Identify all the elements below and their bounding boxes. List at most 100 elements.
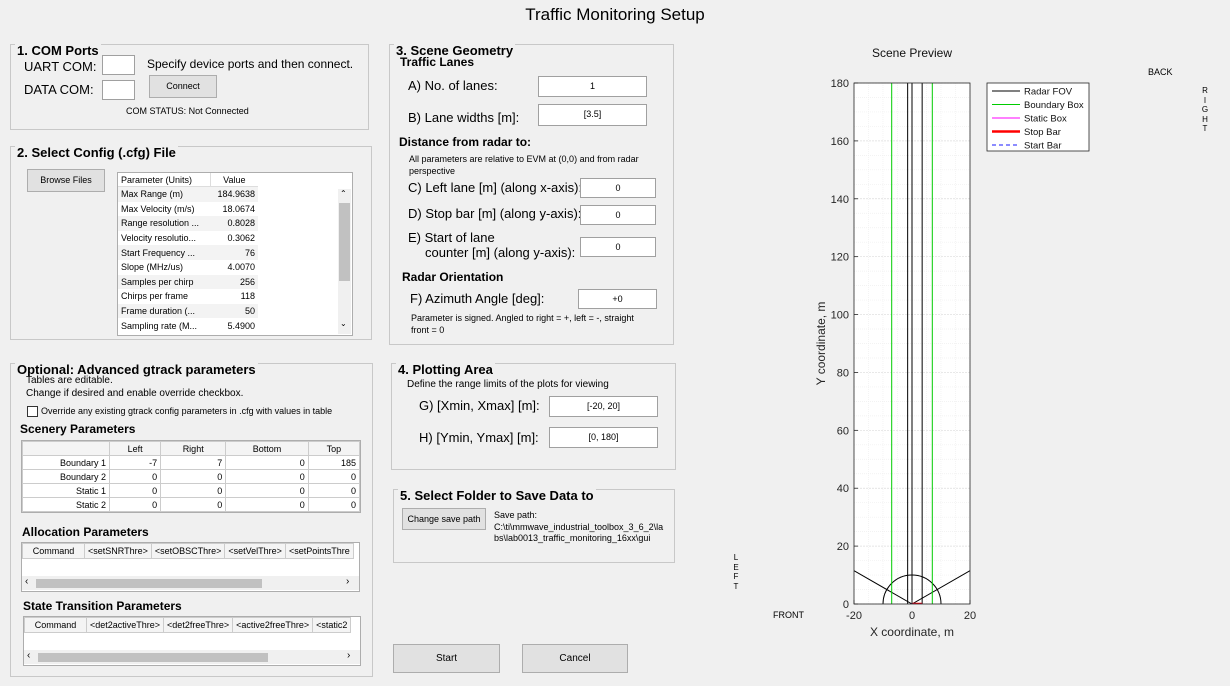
scenery-table[interactable]: Left Right Bottom Top Boundary 1 -7 7 0 185 … [21,440,361,513]
config-param-value[interactable]: 0.8028 [227,218,255,229]
series-arc-radar-fov [882,574,942,604]
table-row[interactable]: Samples per chirp 256 [118,274,258,290]
x-tick-label: -20 [846,610,862,622]
config-param-value[interactable]: 50 [244,306,255,317]
legend-label: Radar FOV [1024,87,1073,98]
y-tick-label: 140 [831,194,849,206]
y-tick-label: 160 [831,136,849,148]
row-label: Static 1 [22,483,110,498]
y-range-input[interactable]: [0, 180] [549,427,658,448]
config-param-value[interactable]: 76 [244,247,255,258]
allocation-scroll-thumb[interactable] [36,579,262,588]
config-table-scrollbar[interactable]: ⌃ ⌄ [338,189,351,334]
front-label: FRONT [773,610,804,620]
uart-com-input[interactable] [102,55,135,75]
config-table[interactable]: Parameter (Units) Value Max Range (m) 184.… [117,172,353,336]
cell[interactable]: 0 [108,497,162,512]
chevron-down-icon[interactable]: ⌄ [340,319,347,328]
config-scroll-thumb[interactable] [339,203,350,281]
com-ports-panel: 1. COM Ports UART COM: DATA COM: Specify… [10,43,369,130]
cell[interactable]: 0 [225,455,309,470]
cell[interactable]: 185 [307,455,361,470]
cell[interactable]: 0 [307,483,361,498]
cell[interactable]: 0 [160,469,227,484]
table-row[interactable]: Boundary 1 -7 7 0 185 [22,455,361,470]
cell[interactable]: 0 [160,497,227,512]
chevron-right-icon[interactable]: › [346,576,350,587]
chevron-left-icon[interactable]: ‹ [25,576,29,587]
lanes-label: A) No. of lanes: [408,78,498,93]
lanes-input[interactable]: 1 [538,76,647,97]
config-title: 2. Select Config (.cfg) File [15,145,178,160]
browse-files-button[interactable]: Browse Files [27,169,105,192]
config-param-value[interactable]: 184.9638 [217,189,255,200]
orientation-title: Radar Orientation [402,270,504,284]
scenery-header-left: Left [108,441,162,456]
override-checkbox[interactable] [27,406,38,417]
cell[interactable]: 0 [307,469,361,484]
config-param-value[interactable]: 0.3062 [227,233,255,244]
table-row[interactable]: Max Velocity (m/s) 18.0674 [118,202,258,217]
com-ports-title: 1. COM Ports [15,43,101,58]
table-row[interactable]: Velocity resolutio... 0.3062 [118,231,258,246]
config-param-value[interactable]: 4.0070 [227,262,255,273]
cell[interactable]: -7 [108,455,162,470]
cell[interactable]: 0 [108,469,162,484]
state-scroll-thumb[interactable] [38,653,268,662]
azimuth-input[interactable]: +0 [578,289,657,309]
cell[interactable]: 7 [160,455,227,470]
change-save-path-button[interactable]: Change save path [402,508,486,530]
table-row[interactable]: Sampling rate (M... 5.4900 [118,318,258,333]
com-ports-hint: Specify device ports and then connect. [147,57,354,71]
y-tick-label: 60 [837,425,849,437]
y-tick-label: 100 [831,310,849,322]
config-param-value[interactable]: 18.0674 [222,203,255,214]
row-label: Static 2 [22,497,110,512]
stop-bar-input[interactable]: 0 [580,205,656,225]
cell[interactable]: 0 [225,469,309,484]
legend-label: Static Box [1024,114,1067,125]
allocation-hscroll[interactable]: ‹ › [22,576,359,590]
state-table[interactable]: Command <det2activeThre> <det2freeThre> … [23,616,361,666]
table-row[interactable]: Max Range (m) 184.9638 [118,186,258,202]
x-range-input[interactable]: [-20, 20] [549,396,658,417]
table-row[interactable]: Frame duration (... 50 [118,303,258,319]
cell[interactable]: 0 [108,483,162,498]
start-button[interactable]: Start [393,644,500,673]
table-row[interactable]: Chirps per frame 118 [118,289,258,304]
state-hscroll[interactable]: ‹ › [24,650,360,664]
x-tick-label: 20 [964,610,976,622]
cell[interactable]: 0 [160,483,227,498]
allocation-table[interactable]: Command <setSNRThre> <setOBSCThre> <setV… [21,542,360,592]
override-label: Override any existing gtrack config para… [41,406,333,416]
cell[interactable]: 0 [225,483,309,498]
alloc-header-4: <setPointsThre [284,543,354,559]
chevron-up-icon[interactable]: ⌃ [340,189,347,198]
legend-label: Start Bar [1024,141,1062,152]
config-param-name: Velocity resolutio... [121,233,197,244]
config-param-value[interactable]: 118 [240,291,255,302]
config-param-value[interactable]: 256 [239,276,255,287]
table-row[interactable]: Start Frequency ... 76 [118,245,258,260]
lane-widths-input[interactable]: [3.5] [538,104,647,126]
chevron-right-icon[interactable]: › [347,650,351,661]
cancel-button[interactable]: Cancel [522,644,628,673]
y-tick-label: 180 [831,78,849,90]
table-row[interactable]: Range resolution ... 0.8028 [118,216,258,231]
legend-box [986,82,1090,152]
cell[interactable]: 0 [225,497,309,512]
distance-title: Distance from radar to: [399,135,532,149]
config-param-value[interactable]: 5.4900 [227,320,255,331]
data-com-input[interactable] [102,80,135,100]
allocation-title: Allocation Parameters [22,525,149,539]
cell[interactable]: 0 [307,497,361,512]
start-lane-input[interactable]: 0 [580,237,656,257]
config-param-name: Slope (MHz/us) [121,262,184,273]
table-row[interactable]: Slope (MHz/us) 4.0070 [118,260,258,275]
connect-button[interactable]: Connect [149,75,217,98]
chevron-left-icon[interactable]: ‹ [27,650,31,661]
left-lane-input[interactable]: 0 [580,178,656,198]
